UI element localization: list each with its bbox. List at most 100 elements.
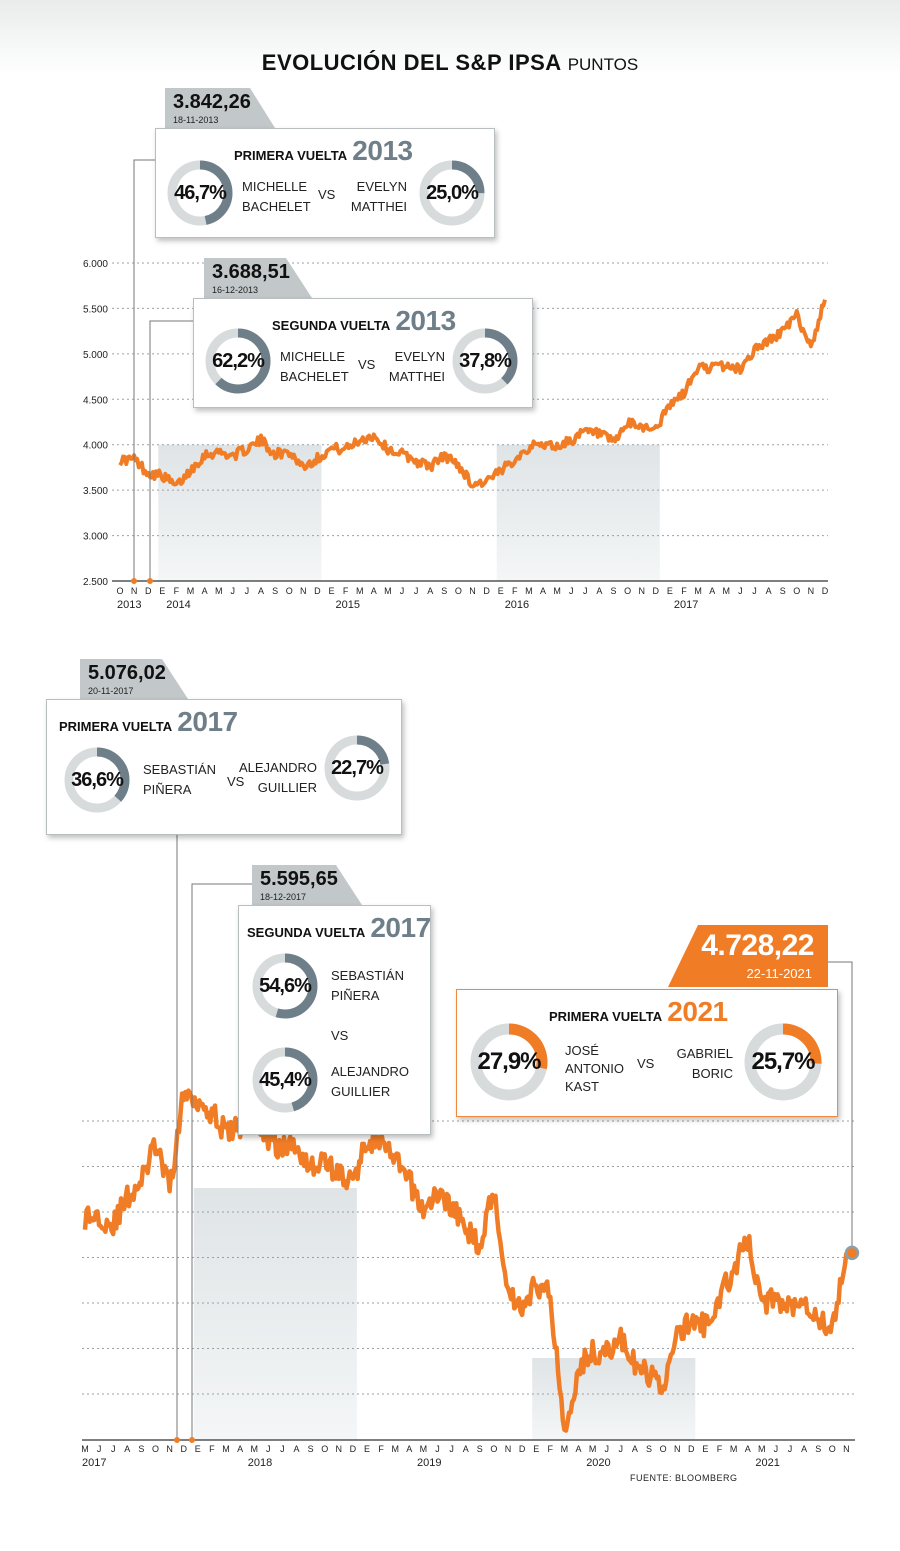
x-tick-label: J bbox=[788, 1444, 793, 1454]
price-tag-1: 3.842,26 18-11-2013 bbox=[165, 88, 275, 128]
x-tick-label: A bbox=[709, 586, 715, 596]
x-tick-label: A bbox=[766, 586, 772, 596]
x-tick-label: E bbox=[702, 1444, 708, 1454]
candidate-a-name: SEBASTIÁN PIÑERA bbox=[143, 760, 216, 800]
donut-ring bbox=[470, 1023, 548, 1101]
connector-line bbox=[191, 883, 252, 1440]
round-label: PRIMERA VUELTA bbox=[234, 148, 347, 163]
x-tick-label: J bbox=[400, 586, 405, 596]
x-tick-label: A bbox=[371, 586, 377, 596]
candidate-a-name: MICHELLE BACHELET bbox=[280, 347, 349, 387]
shaded-period bbox=[158, 444, 322, 581]
donut-arc bbox=[470, 1023, 548, 1101]
x-tick-label: M bbox=[758, 1444, 766, 1454]
chart-title: EVOLUCIÓN DEL S&P IPSA bbox=[261, 50, 562, 75]
donut-chart: 37,8% bbox=[451, 327, 519, 395]
x-tick-label: A bbox=[632, 1444, 638, 1454]
donut-chart: 45,4% bbox=[251, 1046, 319, 1114]
donut-chart: 62,2% bbox=[204, 327, 272, 395]
x-tick-label: O bbox=[321, 1444, 328, 1454]
vs-label: VS bbox=[331, 1028, 349, 1043]
x-tick-label: J bbox=[97, 1444, 102, 1454]
donut-arc bbox=[64, 747, 130, 813]
name-line: GUILLIER bbox=[257, 780, 317, 795]
x-tick-label: A bbox=[575, 1444, 581, 1454]
x-tick-label: O bbox=[829, 1444, 836, 1454]
x-tick-label: D bbox=[483, 586, 490, 596]
x-tick-label: M bbox=[694, 586, 702, 596]
name-line: SEBASTIÁN bbox=[331, 968, 404, 983]
name-line: MATTHEI bbox=[388, 369, 445, 384]
x-tick-label: M bbox=[187, 586, 195, 596]
round-year: 2017 bbox=[370, 912, 431, 943]
x-tick-label: N bbox=[131, 586, 138, 596]
name-line: EVELYN bbox=[356, 179, 407, 194]
x-tick-label: A bbox=[596, 586, 602, 596]
price-tag-3: 5.076,02 20-11-2017 bbox=[80, 659, 188, 699]
donut-chart: 27,9% bbox=[469, 1022, 549, 1102]
x-tick-label: O bbox=[490, 1444, 497, 1454]
donut-arc bbox=[744, 1023, 822, 1101]
candidate-a-name: JOSÉ ANTONIO KAST bbox=[565, 1042, 624, 1096]
shaded-period bbox=[496, 444, 660, 581]
donut-ring bbox=[744, 1023, 822, 1101]
x-tick-label: A bbox=[124, 1444, 130, 1454]
donut-ring bbox=[252, 953, 318, 1019]
x-tick-label: J bbox=[266, 1444, 271, 1454]
name-line: ANTONIO bbox=[565, 1061, 624, 1076]
tag-value: 4.728,22 bbox=[701, 929, 814, 962]
y-tick-label: 4.000 bbox=[83, 441, 108, 452]
x-tick-label: J bbox=[245, 586, 250, 596]
x-tick-label: O bbox=[455, 586, 462, 596]
x-tick-label: N bbox=[469, 586, 476, 596]
x-tick-label: J bbox=[449, 1444, 454, 1454]
tag-value: 5.076,02 bbox=[88, 662, 166, 684]
name-line: BACHELET bbox=[242, 199, 311, 214]
x-tick-label: S bbox=[272, 586, 278, 596]
x-tick-label: F bbox=[343, 586, 349, 596]
tag-shape bbox=[204, 258, 312, 298]
vs-label: VS bbox=[227, 774, 245, 789]
y-tick-label: 3.500 bbox=[83, 486, 108, 497]
date-marker bbox=[189, 1437, 195, 1443]
donut-chart: 22,7% bbox=[323, 734, 391, 802]
donut-pct: 45,4% bbox=[259, 1069, 312, 1091]
candidate-b-name: EVELYN MATTHEI bbox=[341, 177, 407, 217]
x-tick-label: O bbox=[660, 1444, 667, 1454]
x-tick-label: N bbox=[505, 1444, 512, 1454]
tag-date: 18-11-2013 bbox=[173, 115, 219, 125]
price-tag-5: 4.728,22 22-11-2021 bbox=[668, 925, 828, 987]
tag-value: 5.595,65 bbox=[260, 868, 338, 890]
x-tick-label: M bbox=[589, 1444, 597, 1454]
x-tick-label: M bbox=[81, 1444, 89, 1454]
x-tick-label: F bbox=[512, 586, 518, 596]
x-tick-label: J bbox=[414, 586, 419, 596]
x-tick-label: O bbox=[116, 586, 123, 596]
donut-ring bbox=[64, 747, 130, 813]
x-tick-label: M bbox=[420, 1444, 428, 1454]
election-box-2017-primera: PRIMERA VUELTA 2017 36,6% SEBASTIÁN PIÑER… bbox=[46, 699, 402, 835]
vs-label: VS bbox=[358, 357, 376, 372]
x-tick-label: O bbox=[624, 586, 631, 596]
year-label: 2018 bbox=[248, 1457, 272, 1469]
x-tick-label: O bbox=[793, 586, 800, 596]
election-box-2021-primera: PRIMERA VUELTA 2021 27,9% JOSÉ ANTONIO KAS… bbox=[456, 989, 838, 1117]
donut-pct: 25,0% bbox=[426, 182, 479, 204]
x-tick-label: J bbox=[280, 1444, 285, 1454]
donut-pct: 54,6% bbox=[259, 975, 312, 997]
round-year: 2017 bbox=[177, 706, 238, 737]
x-tick-label: N bbox=[808, 586, 815, 596]
x-tick-label: M bbox=[222, 1444, 230, 1454]
x-tick-label: E bbox=[159, 586, 165, 596]
box-title: SEGUNDA VUELTA 2017 bbox=[247, 912, 431, 944]
donut-arc bbox=[252, 953, 318, 1019]
x-tick-label: J bbox=[738, 586, 743, 596]
year-label: 2014 bbox=[166, 599, 190, 611]
year-label: 2021 bbox=[755, 1457, 779, 1469]
shaded-period bbox=[193, 1188, 357, 1440]
name-line: KAST bbox=[565, 1079, 599, 1094]
box-title: PRIMERA VUELTA 2013 bbox=[234, 135, 413, 167]
tag-shape bbox=[252, 865, 362, 905]
x-tick-label: M bbox=[553, 586, 561, 596]
y-tick-label: 4.500 bbox=[83, 395, 108, 406]
